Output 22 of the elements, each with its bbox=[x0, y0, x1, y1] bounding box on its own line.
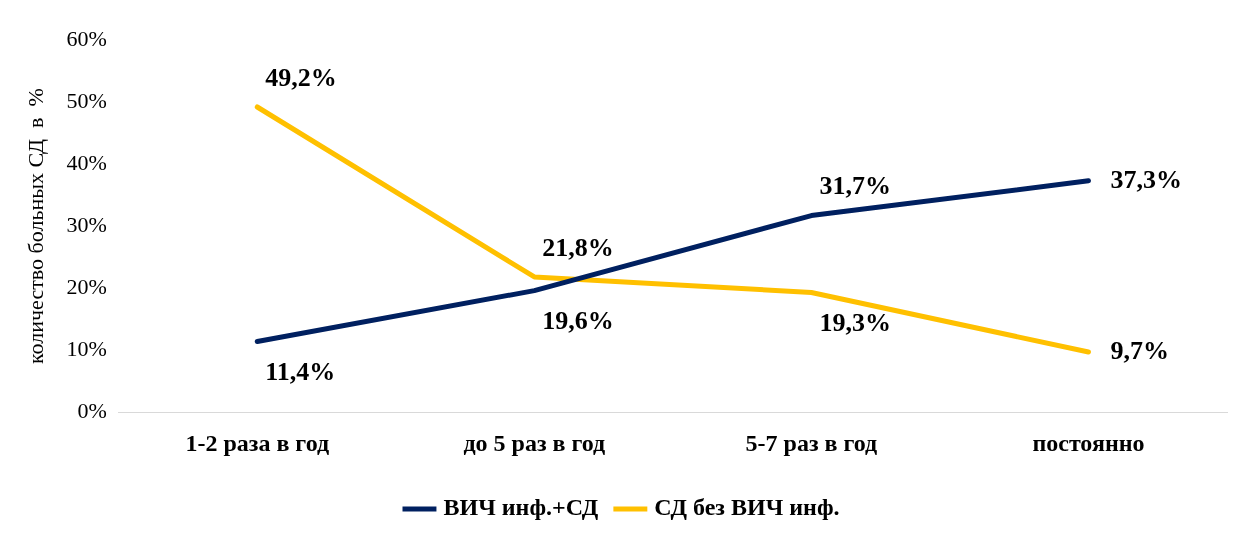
y-tick-label: 60% bbox=[66, 25, 107, 51]
data-label: 9,7% bbox=[1110, 335, 1169, 365]
x-tick-label: до 5 раз в год bbox=[463, 429, 606, 456]
x-tick-label: 1-2 раза в год bbox=[185, 429, 330, 456]
x-tick-label: постоянно bbox=[1032, 429, 1145, 456]
data-label: 19,3% bbox=[819, 308, 891, 338]
y-tick-label: 50% bbox=[66, 87, 107, 113]
y-tick-label: 30% bbox=[66, 211, 107, 237]
data-label: 49,2% bbox=[265, 62, 337, 92]
data-label: 31,7% bbox=[819, 171, 891, 201]
data-label: 19,6% bbox=[542, 306, 614, 336]
data-label: 11,4% bbox=[265, 357, 336, 387]
data-label: 21,8% bbox=[542, 232, 614, 262]
y-axis-title: количество больных СД в % bbox=[22, 88, 48, 364]
legend-label: СД без ВИЧ инф. bbox=[654, 494, 840, 521]
y-tick-label: 40% bbox=[66, 149, 107, 175]
x-tick-label: 5-7 раз в год bbox=[745, 429, 878, 456]
data-label: 37,3% bbox=[1110, 164, 1182, 194]
y-tick-label: 20% bbox=[66, 273, 107, 299]
y-tick-label: 10% bbox=[66, 335, 107, 361]
legend-label: ВИЧ инф.+СД bbox=[443, 494, 599, 521]
y-tick-label: 0% bbox=[77, 397, 107, 423]
